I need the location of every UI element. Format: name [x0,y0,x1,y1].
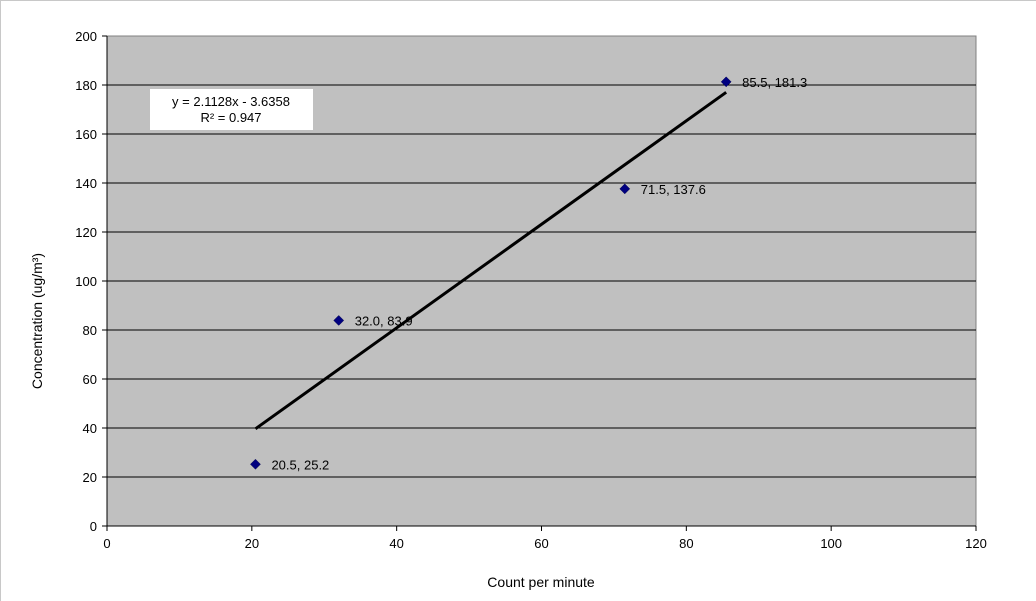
x-tick-label: 40 [389,536,403,551]
data-points: 20.5, 25.2 32.0, 83.9 71.5, 137.6 85.5, 181… [250,75,807,472]
x-tick-label: 20 [245,536,259,551]
y-tick-label: 80 [83,323,97,338]
x-tick-label: 60 [534,536,548,551]
y-tick-label: 120 [75,225,97,240]
data-point-label: 85.5, 181.3 [742,75,807,90]
trendline-equation-box: y = 2.1128x - 3.6358 R² = 0.947 [150,89,313,130]
y-tick-label: 0 [90,519,97,534]
data-point-label: 20.5, 25.2 [271,457,329,472]
data-point-diamond [619,183,631,195]
y-tick-label: 20 [83,470,97,485]
x-tick-label: 100 [820,536,842,551]
x-axis-title: Count per minute [487,574,595,590]
y-tick-label: 100 [75,274,97,289]
data-point-label: 71.5, 137.6 [641,182,706,197]
axes: 0 20 40 60 80 100 120 140 160 180 200 0 20 40 60 80 100 1… [75,29,987,551]
equation-background [150,89,313,130]
trendline-layer [254,91,728,431]
y-tick-label: 60 [83,372,97,387]
x-tick-label: 0 [103,536,110,551]
data-point-diamond [333,315,345,326]
y-tick-label: 180 [75,78,97,93]
y-tick-label: 200 [75,29,97,44]
gridlines [107,84,976,478]
data-point-diamond [250,458,261,470]
x-tick-label: 120 [965,536,987,551]
data-point-label: 32.0, 83.9 [355,313,413,328]
trendline-r-squared: R² = 0.947 [200,110,261,125]
y-tick-label: 40 [83,421,97,436]
y-axis-title: Concentration (ug/m³) [29,253,45,389]
x-tick-label: 80 [679,536,693,551]
y-tick-label: 140 [75,176,97,191]
trendline [254,91,728,431]
trendline-equation: y = 2.1128x - 3.6358 [172,94,290,109]
y-tick-label: 160 [75,127,97,142]
data-point-diamond [720,76,732,88]
